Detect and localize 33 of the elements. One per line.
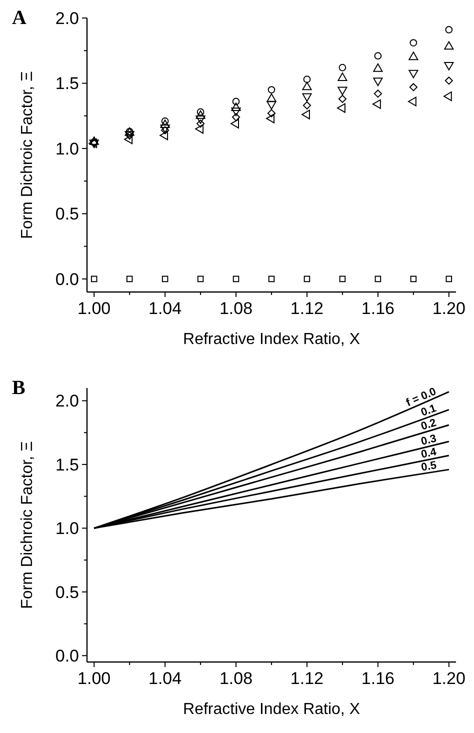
y-tick-label: 1.0	[55, 519, 79, 538]
y-tick-label: 0.0	[55, 270, 79, 289]
x-tick-label: 1.16	[361, 669, 394, 688]
y-tick-label: 0.0	[55, 646, 79, 666]
chart-title: B	[12, 377, 26, 399]
x-tick-label: 1.04	[148, 669, 182, 688]
x-axis-title: Refractive Index Ratio, X	[183, 701, 360, 718]
x-tick-label: 1.08	[219, 299, 253, 318]
x-tick-label: 1.00	[78, 669, 111, 688]
y-tick-label: 1.5	[55, 74, 79, 94]
x-tick-label: 1.08	[219, 669, 253, 688]
x-tick-label: 1.12	[290, 299, 324, 318]
y-tick-label: 2.0	[55, 392, 79, 411]
y-axis-title: Form Dichroic Factor, Ξ	[19, 71, 36, 239]
x-tick-label: 1.16	[361, 299, 394, 318]
x-axis-title: Refractive Index Ratio, X	[183, 331, 360, 348]
text: 0.4	[420, 446, 438, 461]
text: 0.5	[420, 460, 438, 474]
y-tick-label: 0.5	[55, 204, 79, 224]
x-tick-label: 1.20	[432, 669, 466, 688]
x-tick-label: 1.12	[290, 669, 324, 688]
text: 0.2	[420, 416, 438, 433]
text: 0.3	[420, 432, 438, 448]
text: 0.1	[419, 402, 438, 419]
y-tick-label: 2.0	[55, 8, 79, 28]
y-axis-title: Form Dichroic Factor, Ξ	[19, 441, 36, 609]
x-tick-label: 1.04	[148, 299, 182, 318]
y-tick-label: 1.0	[55, 139, 79, 158]
x-tick-label: 1.20	[432, 299, 466, 318]
y-tick-label: 1.5	[55, 455, 79, 474]
x-tick-label: 1.00	[78, 299, 111, 318]
chart-title: A	[12, 7, 27, 29]
y-tick-label: 0.5	[55, 582, 79, 602]
